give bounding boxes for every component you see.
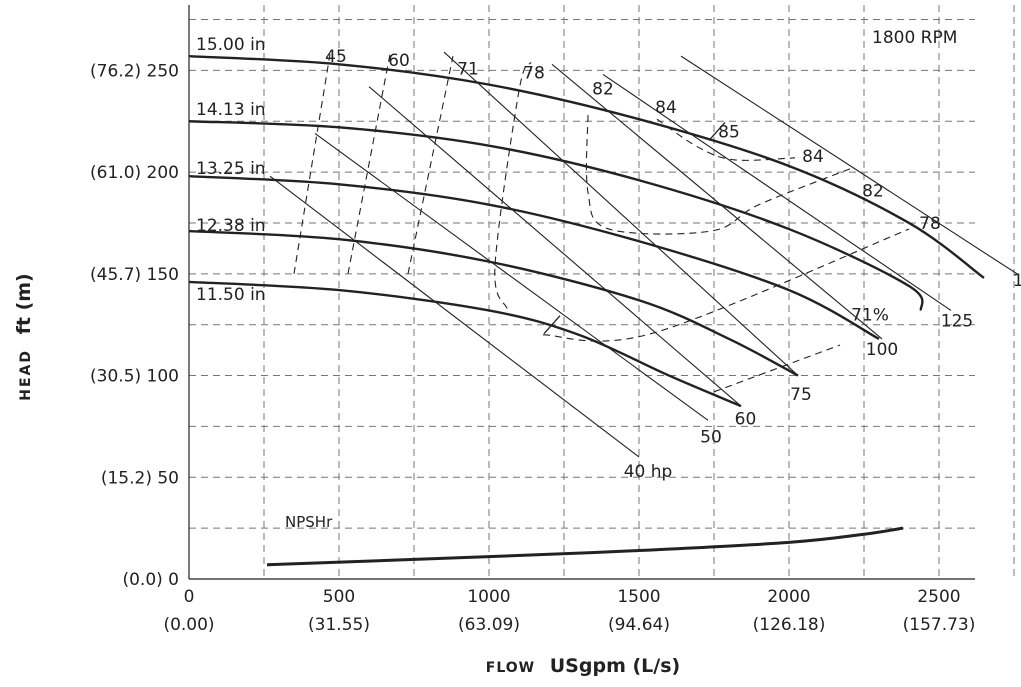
speed-label: 1800 RPM <box>872 28 957 48</box>
y-tick-label: (61.0) 200 <box>90 163 179 183</box>
efficiency-line <box>293 54 331 274</box>
x-axis-title: FLOW USgpm (L/s) <box>486 655 680 677</box>
impeller-label: 11.50 in <box>196 285 266 305</box>
horsepower-line <box>314 133 709 421</box>
bep-marks <box>543 121 726 335</box>
efficiency-line <box>347 54 391 274</box>
horsepower-label: 150 <box>1013 271 1021 291</box>
axes <box>188 5 975 580</box>
x-tick-sublabel: (0.00) <box>163 615 214 635</box>
efficiency-label: 82 <box>592 80 614 100</box>
y-axis-title-main: ft (m) <box>13 273 35 334</box>
tick-labels: (0.0) 0 (15.2) 50 (30.5) 100 (45.7) 150 (61.… <box>90 61 975 635</box>
impeller-label: 14.13 in <box>196 100 266 120</box>
horsepower-line <box>551 63 883 340</box>
efficiency-label: 85 <box>718 122 740 142</box>
y-tick-label: (76.2) 250 <box>90 61 179 81</box>
horsepower-line <box>269 175 640 458</box>
efficiency-label: 71% <box>851 306 889 326</box>
x-tick-label: 0 <box>184 587 195 607</box>
x-tick-sublabel: (63.09) <box>458 615 520 635</box>
horsepower-label: 100 <box>866 340 898 360</box>
impeller-curve <box>188 54 985 279</box>
impeller-curve <box>188 229 799 377</box>
impeller-label: 15.00 in <box>196 35 266 55</box>
x-axis-title-main: USgpm (L/s) <box>550 655 680 677</box>
horsepower-label: 125 <box>941 312 973 332</box>
impeller-curve <box>188 280 742 408</box>
y-tick-label: (0.0) 0 <box>122 570 179 590</box>
npshr-curve-group: NPSHr <box>266 513 904 567</box>
y-tick-label: (30.5) 100 <box>90 367 179 387</box>
x-tick-label: 2500 <box>917 587 960 607</box>
efficiency-line <box>407 56 454 274</box>
efficiency-label: 45 <box>325 47 347 67</box>
efficiency-label: 71 <box>457 59 479 79</box>
y-tick-label: (45.7) 150 <box>90 265 179 285</box>
x-tick-label: 1000 <box>467 587 510 607</box>
horsepower-line <box>443 51 799 376</box>
efficiency-lines <box>293 54 910 393</box>
horsepower-line <box>680 55 1018 275</box>
horsepower-lines <box>269 51 1018 458</box>
horsepower-label: 40 hp <box>624 462 673 482</box>
efficiency-line <box>656 118 796 161</box>
y-axis-title-small: HEAD <box>18 349 34 401</box>
impeller-curves <box>188 54 985 408</box>
x-tick-label: 500 <box>323 587 355 607</box>
efficiency-line <box>542 228 910 342</box>
x-tick-label: 1500 <box>617 587 660 607</box>
efficiency-label: 84 <box>655 98 677 118</box>
x-tick-sublabel: (126.18) <box>753 615 826 635</box>
efficiency-label: 60 <box>388 51 410 71</box>
impeller-curve <box>188 174 880 340</box>
efficiency-line <box>585 115 853 235</box>
horsepower-line <box>368 86 742 407</box>
efficiency-label: 84 <box>802 147 824 167</box>
bep-mark <box>708 121 726 141</box>
grid-lines <box>189 5 1015 579</box>
x-tick-label: 2000 <box>767 587 810 607</box>
x-tick-sublabel: (31.55) <box>308 615 370 635</box>
efficiency-label: 82 <box>862 181 884 201</box>
x-axis-title-small: FLOW <box>486 660 535 676</box>
y-tick-label: (15.2) 50 <box>101 468 179 488</box>
horsepower-line <box>602 73 952 311</box>
x-tick-sublabel: (94.64) <box>608 615 670 635</box>
horsepower-label: 50 <box>700 428 722 448</box>
impeller-label: 12.38 in <box>196 216 266 236</box>
impeller-label: 13.25 in <box>196 159 266 179</box>
horsepower-label: 75 <box>790 385 812 405</box>
npshr-label: NPSHr <box>285 513 333 531</box>
y-axis-title: HEAD ft (m) <box>13 273 35 401</box>
curve-labels: 15.00 in 14.13 in 13.25 in 12.38 in 11.50 in… <box>196 35 1021 482</box>
npshr-curve <box>266 526 904 567</box>
bep-mark <box>543 315 561 335</box>
efficiency-line <box>494 61 532 309</box>
efficiency-label: 78 <box>919 214 941 234</box>
impeller-curve <box>188 120 924 311</box>
efficiency-label: 78 <box>523 63 545 83</box>
x-tick-sublabel: (157.73) <box>903 615 976 635</box>
horsepower-label: 60 <box>735 409 757 429</box>
efficiency-line <box>713 344 841 393</box>
